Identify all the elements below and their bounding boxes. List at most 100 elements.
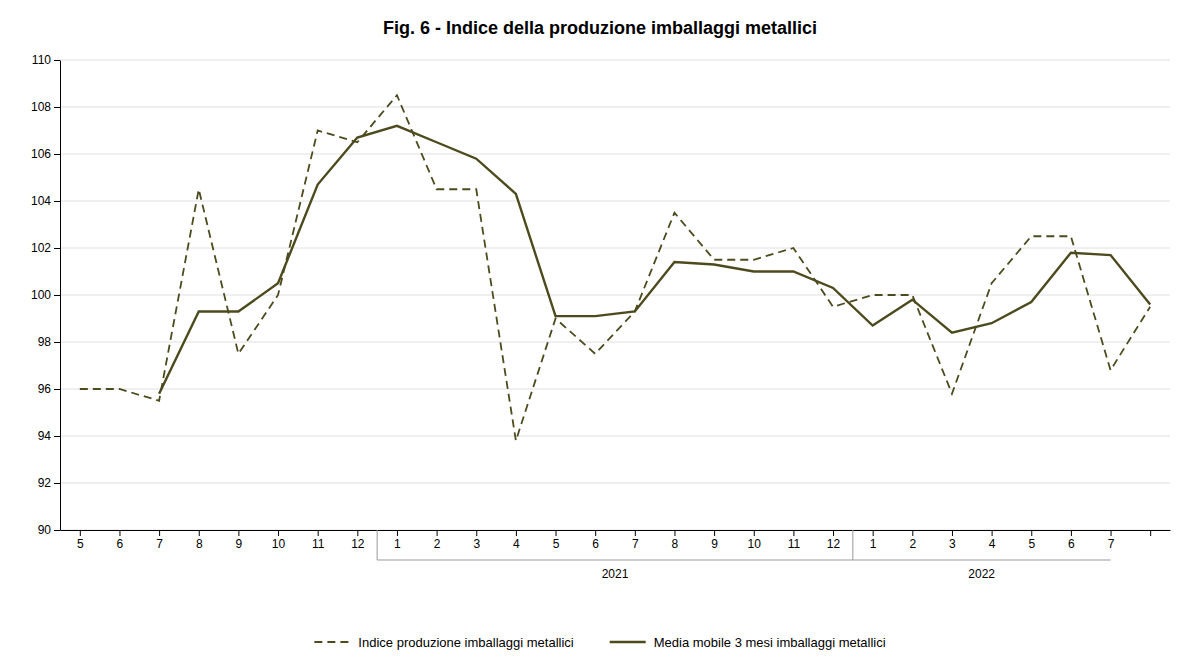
x-tick: 7 [632, 530, 639, 551]
x-tick: 12 [827, 530, 841, 551]
grid-line [60, 107, 1170, 108]
y-tick-label: 104 [31, 194, 51, 208]
x-tick-mark [952, 530, 953, 536]
y-tick-mark [54, 154, 60, 155]
series-line [159, 126, 1150, 394]
x-tick-label: 2 [909, 537, 916, 551]
legend-swatch [610, 641, 646, 643]
x-tick: 3 [949, 530, 956, 551]
y-axis-line [60, 61, 61, 531]
y-tick: 98 [38, 335, 60, 349]
x-tick: 8 [672, 530, 679, 551]
legend-swatch [314, 641, 350, 643]
x-tick-mark [159, 530, 160, 536]
x-tick: 9 [711, 530, 718, 551]
title: Fig. 6 - Indice della produzione imballa… [383, 18, 817, 38]
x-tick: 11 [788, 530, 801, 551]
x-tick-mark [714, 530, 715, 536]
x-tick: 7 [156, 530, 163, 551]
x-tick-mark [199, 530, 200, 536]
x-tick-label: 6 [117, 537, 124, 551]
year-bracket [377, 560, 853, 561]
x-tick: 2 [909, 530, 916, 551]
grid-line [60, 530, 1170, 531]
y-tick-mark [54, 483, 60, 484]
y-tick-mark [54, 436, 60, 437]
y-tick: 96 [38, 382, 60, 396]
x-tick: 2 [434, 530, 441, 551]
x-tick-label: 7 [1108, 537, 1115, 551]
y-axis: 9092949698100102104106108110 [31, 53, 61, 537]
x-tick-mark [318, 530, 319, 536]
x-tick-mark [119, 530, 120, 536]
year-bracket [853, 560, 1111, 561]
x-tick-mark [1150, 530, 1151, 536]
y-tick-mark [54, 201, 60, 202]
x-tick-mark [992, 530, 993, 536]
y-tick-label: 106 [31, 147, 51, 161]
x-tick-mark [238, 530, 239, 536]
grid-line [60, 248, 1170, 249]
x-tick-label: 12 [827, 537, 841, 551]
y-tick-mark [54, 107, 60, 108]
x-tick-mark [556, 530, 557, 536]
grid-line [60, 342, 1170, 343]
x-tick: 6 [1068, 530, 1075, 551]
x-tick-mark [516, 530, 517, 536]
x-tick: 7 [1108, 530, 1115, 551]
y-tick-mark [54, 295, 60, 296]
grid-line [60, 483, 1170, 484]
x-tick-label: 7 [632, 537, 639, 551]
y-tick: 108 [31, 100, 60, 114]
x-tick-label: 5 [77, 537, 84, 551]
x-tick: 5 [77, 530, 84, 551]
legend-label: Indice produzione imballaggi metallici [358, 635, 573, 650]
legend: Indice produzione imballaggi metallici Me… [314, 635, 885, 650]
y-tick-mark [54, 248, 60, 249]
series-line [80, 95, 1150, 440]
x-tick-label: 1 [394, 537, 401, 551]
y-tick-mark [54, 530, 60, 531]
x-tick-label: 3 [949, 537, 956, 551]
x-tick-label: 2 [434, 537, 441, 551]
x-tick-label: 10 [748, 537, 762, 551]
grid-line [60, 436, 1170, 437]
grid-line [60, 154, 1170, 155]
x-tick-label: 5 [553, 537, 560, 551]
x-tick: 1 [870, 530, 877, 551]
x-tick: 6 [117, 530, 124, 551]
x-tick [1150, 530, 1151, 536]
year-separator [377, 530, 378, 560]
grid-line [60, 295, 1170, 296]
x-tick-mark [793, 530, 794, 536]
grid [60, 60, 1170, 530]
x-tick-mark [278, 530, 279, 536]
year-label: 2022 [968, 567, 995, 581]
x-tick: 5 [1028, 530, 1035, 551]
x-tick-mark [754, 530, 755, 536]
y-tick-label: 96 [38, 382, 52, 396]
y-tick: 110 [32, 53, 60, 67]
x-tick-label: 9 [236, 537, 243, 551]
year-separator [852, 530, 853, 560]
x-tick: 4 [989, 530, 996, 551]
x-tick-label: 7 [156, 537, 163, 551]
x-tick-mark [437, 530, 438, 536]
x-tick-mark [833, 530, 834, 536]
x-tick-label: 8 [672, 537, 679, 551]
y-tick: 102 [31, 241, 60, 255]
legend-item: Media mobile 3 mesi imballaggi metallici [610, 635, 886, 650]
x-tick-mark [674, 530, 675, 536]
x-tick: 4 [513, 530, 520, 551]
x-tick-label: 8 [196, 537, 203, 551]
y-tick-label: 94 [38, 429, 52, 443]
x-tick-label: 5 [1028, 537, 1035, 551]
grid-line [60, 201, 1170, 202]
y-tick-label: 92 [38, 476, 52, 490]
x-tick-mark [397, 530, 398, 536]
y-tick-label: 98 [38, 335, 52, 349]
year-groups: 20212022 [377, 530, 1110, 581]
x-tick-label: 12 [351, 537, 365, 551]
y-tick: 100 [31, 288, 60, 302]
x-tick-mark [1031, 530, 1032, 536]
